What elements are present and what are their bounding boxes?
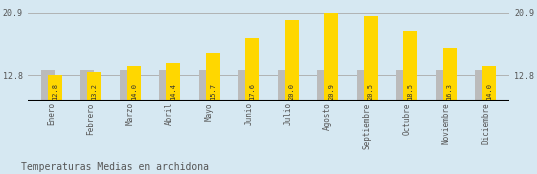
Text: 13.2: 13.2 <box>91 83 97 100</box>
Bar <box>278 70 292 101</box>
Bar <box>166 63 180 101</box>
Text: 16.3: 16.3 <box>447 83 453 100</box>
Text: 14.0: 14.0 <box>486 83 492 100</box>
Text: 18.5: 18.5 <box>407 83 413 100</box>
Text: Temperaturas Medias en archidona: Temperaturas Medias en archidona <box>21 162 209 172</box>
Text: 20.9: 20.9 <box>328 83 334 100</box>
Bar <box>81 70 95 101</box>
Bar <box>285 20 299 101</box>
Bar <box>324 13 338 101</box>
Bar <box>357 70 371 101</box>
Bar <box>364 16 378 101</box>
Bar <box>199 70 213 101</box>
Bar <box>127 66 141 101</box>
Bar <box>482 66 496 101</box>
Bar <box>48 76 62 101</box>
Text: 20.0: 20.0 <box>289 83 295 100</box>
Text: 14.0: 14.0 <box>130 83 137 100</box>
Bar <box>206 53 220 101</box>
Text: 20.5: 20.5 <box>368 83 374 100</box>
Bar <box>403 31 417 101</box>
Bar <box>245 38 259 101</box>
Bar <box>442 48 456 101</box>
Bar <box>159 70 173 101</box>
Bar <box>436 70 449 101</box>
Bar <box>238 70 252 101</box>
Text: 12.8: 12.8 <box>52 83 58 100</box>
Text: 15.7: 15.7 <box>210 83 216 100</box>
Text: 14.4: 14.4 <box>170 83 176 100</box>
Bar <box>41 70 55 101</box>
Bar <box>317 70 331 101</box>
Bar <box>88 72 101 101</box>
Bar <box>120 70 134 101</box>
Bar <box>396 70 410 101</box>
Text: 17.6: 17.6 <box>249 83 255 100</box>
Bar <box>475 70 489 101</box>
